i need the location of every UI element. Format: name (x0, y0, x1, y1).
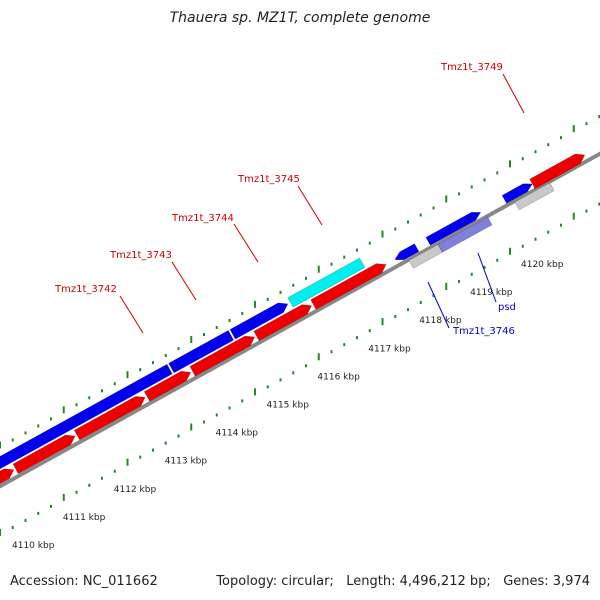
gene-label: Tmz1t_3749 (440, 62, 503, 73)
reverse-gene (73, 396, 146, 441)
forward-gene-tmz1t-3743 (229, 302, 289, 340)
gene-leader-line (119, 295, 144, 334)
gene-labels: Tmz1t_3742 Tmz1t_3743 Tmz1t_3744 Tmz1t_3745… (54, 62, 525, 337)
highlight-gene-tmz1t-3745 (287, 257, 366, 308)
rna-gene (514, 182, 555, 211)
scale-label: 4119 kbp (470, 288, 513, 298)
gene-label: Tmz1t_3745 (237, 174, 300, 185)
backbone-line (0, 151, 600, 489)
topology-text: Topology: circular; (216, 574, 334, 589)
reverse-gene (253, 304, 313, 342)
gene-leader-line (502, 73, 525, 114)
genome-summary: Topology: circular; Length: 4,496,212 bp… (216, 574, 590, 589)
forward-gene (394, 243, 420, 261)
forward-gene (501, 183, 533, 204)
reverse-gene (12, 434, 76, 475)
forward-gene (425, 211, 482, 246)
reverse-gene-tmz1t-3749 (529, 153, 586, 190)
gene-leader-line (477, 252, 497, 303)
accession-text: Accession: NC_011662 (10, 574, 158, 589)
scale-label: 4117 kbp (368, 344, 411, 354)
gene-leader-line (233, 223, 259, 263)
reverse-gene (310, 263, 387, 310)
scale-label: 4116 kbp (317, 372, 360, 382)
genome-backbone (0, 151, 600, 489)
forward-gene (0, 363, 173, 470)
gene-leader-line (171, 261, 197, 301)
reverse-gene (143, 370, 192, 402)
gene-label: Tmz1t_3746 (452, 326, 515, 337)
gene-leader-line (297, 185, 323, 226)
map-title: Thauera sp. MZ1T, complete genome (169, 10, 431, 26)
scale-label: 4115 kbp (267, 401, 310, 411)
length-text: Length: 4,496,212 bp; (346, 574, 491, 589)
scale-label: 4110 kbp (12, 541, 55, 551)
scale-label: 4113 kbp (165, 457, 208, 467)
outer-tick-track (0, 115, 600, 449)
scale-labels: 4110 kbp 4111 kbp 4112 kbp 4113 kbp 4114 kbp… (12, 260, 564, 551)
reverse-gene-tmz1t-3744 (189, 335, 256, 377)
scale-label: 4111 kbp (63, 513, 106, 523)
gene-label: Tmz1t_3743 (109, 250, 172, 261)
gene-label: Tmz1t_3742 (54, 284, 117, 295)
gene-label: Tmz1t_3744 (171, 213, 234, 224)
gene-features (0, 153, 586, 485)
scale-label: 4112 kbp (114, 485, 157, 495)
scale-label: 4114 kbp (216, 429, 259, 439)
inner-tick-track (0, 202, 600, 536)
rna-gene (408, 244, 443, 269)
genes-count-text: Genes: 3,974 (503, 574, 590, 589)
gene-label: psd (498, 302, 516, 313)
reverse-gene (0, 468, 15, 485)
forward-gene-tmz1t-3742 (168, 329, 235, 374)
psd-gene (437, 216, 493, 253)
scale-label: 4118 kbp (419, 316, 462, 326)
gene-leader-line (427, 281, 450, 329)
scale-label: 4120 kbp (521, 260, 564, 270)
